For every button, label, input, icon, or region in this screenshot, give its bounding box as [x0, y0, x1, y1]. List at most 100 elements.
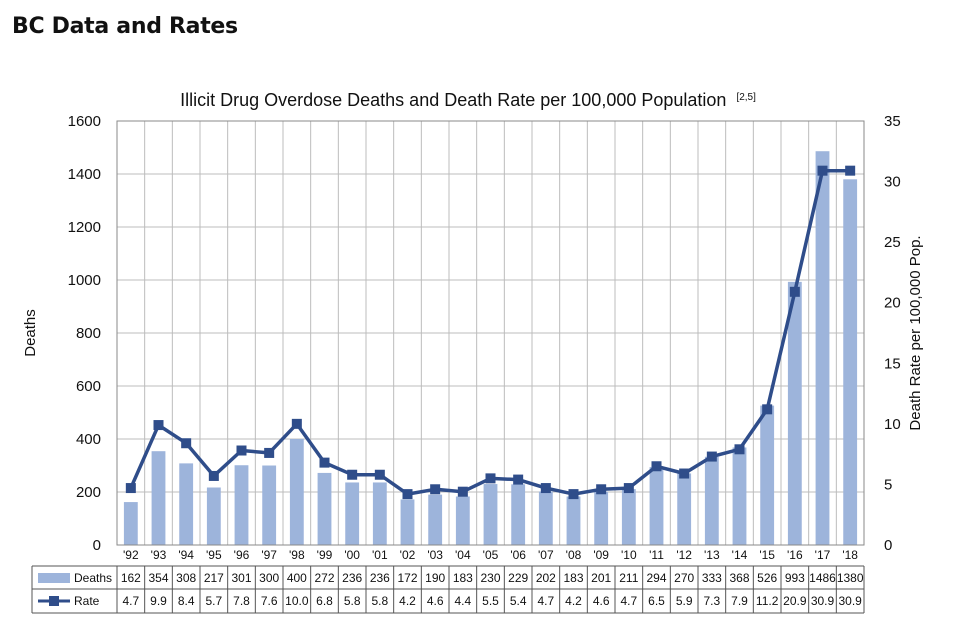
legend-label-rate: Rate	[74, 594, 100, 608]
table-cell-deaths: 526	[757, 571, 777, 585]
bar-deaths	[815, 151, 830, 545]
table-cell-rate: 7.9	[731, 594, 748, 608]
bar-deaths	[732, 447, 747, 545]
rate-marker	[679, 468, 690, 479]
table-cell-deaths: 183	[563, 571, 583, 585]
x-tick-label: '07	[538, 548, 554, 562]
bar-deaths	[234, 465, 249, 545]
x-tick-label: '09	[593, 548, 609, 562]
line-rate	[125, 165, 856, 500]
y-tick-right: 35	[884, 113, 901, 130]
y-tick-left: 1200	[68, 219, 101, 236]
y-tick-right: 25	[884, 234, 901, 251]
bar-deaths	[538, 491, 553, 545]
x-tick-label: '02	[400, 548, 416, 562]
bar-deaths	[483, 484, 498, 545]
bar-deaths	[704, 456, 719, 545]
table-cell-rate: 4.4	[454, 594, 471, 608]
rate-marker	[789, 286, 800, 297]
bar-deaths	[787, 281, 802, 545]
table-cell-deaths: 190	[425, 571, 445, 585]
table-cell-rate: 5.9	[676, 594, 693, 608]
bar-deaths	[455, 496, 470, 545]
bar-deaths	[400, 499, 415, 545]
table-cell-deaths: 211	[619, 571, 638, 585]
rate-marker	[374, 469, 385, 480]
table-cell-deaths: 993	[785, 571, 805, 585]
x-tick-label: '04	[455, 548, 471, 562]
bar-deaths	[621, 489, 636, 545]
table-cell-deaths: 217	[204, 571, 224, 585]
table-cell-rate: 4.7	[537, 594, 554, 608]
table-cell-rate: 7.3	[703, 594, 720, 608]
rate-marker	[651, 461, 662, 472]
x-tick-label: '95	[206, 548, 222, 562]
y-tick-left: 1600	[68, 113, 101, 130]
x-tick-label: '06	[510, 548, 526, 562]
bar-deaths	[594, 491, 609, 545]
table-cell-deaths: 236	[342, 571, 362, 585]
page-heading: BC Data and Rates	[12, 14, 238, 39]
bar-deaths	[843, 179, 858, 546]
chart-title: Illicit Drug Overdose Deaths and Death R…	[180, 90, 756, 110]
bar-deaths	[566, 496, 581, 545]
bars-deaths	[123, 151, 858, 546]
table-cell-deaths: 230	[480, 571, 500, 585]
table-cell-rate: 30.9	[838, 594, 862, 608]
table-cell-deaths: 270	[674, 571, 694, 585]
table-cell-rate: 7.8	[233, 594, 250, 608]
table-cell-rate: 9.9	[150, 594, 167, 608]
rate-marker	[817, 165, 828, 176]
table-cell-deaths: 308	[176, 571, 196, 585]
table-cell-rate: 4.7	[122, 594, 139, 608]
y-tick-right: 20	[884, 295, 901, 312]
rate-marker	[513, 474, 524, 485]
bar-deaths	[677, 473, 692, 545]
table-cell-deaths: 172	[397, 571, 417, 585]
x-tick-label: '00	[344, 548, 360, 562]
y-tick-left: 600	[76, 378, 101, 395]
y-tick-right: 15	[884, 355, 901, 372]
x-tick-label: '11	[649, 548, 664, 562]
bar-deaths	[151, 451, 166, 545]
y-axis-label-left: Deaths	[22, 309, 39, 357]
x-tick-label: '05	[483, 548, 499, 562]
x-tick-label: '15	[759, 548, 775, 562]
plot-frame	[116, 120, 865, 546]
y-tick-left: 400	[76, 431, 101, 448]
x-tick-label: '98	[289, 548, 305, 562]
table-cell-rate: 4.2	[399, 594, 416, 608]
table-cell-rate: 7.6	[261, 594, 278, 608]
x-tick-label: '18	[842, 548, 858, 562]
x-tick-label: '10	[621, 548, 637, 562]
table-cell-rate: 4.7	[620, 594, 637, 608]
table-cell-deaths: 301	[231, 571, 251, 585]
table-cell-rate: 6.8	[316, 594, 333, 608]
legend-marker-rate	[49, 596, 59, 606]
rate-marker	[319, 457, 330, 468]
rate-marker	[264, 447, 275, 458]
rate-marker	[291, 418, 302, 429]
rate-marker	[485, 473, 496, 484]
y-tick-right: 0	[884, 537, 892, 554]
table-cell-rate: 5.8	[371, 594, 388, 608]
rate-marker	[236, 445, 247, 456]
rate-marker	[347, 469, 358, 480]
bar-deaths	[317, 472, 332, 545]
bar-deaths	[428, 494, 443, 545]
table-cell-rate: 20.9	[783, 594, 807, 608]
x-tick-label: '92	[123, 548, 139, 562]
table-cell-deaths: 300	[259, 571, 279, 585]
rate-marker	[153, 420, 164, 431]
x-tick-label: '01	[372, 548, 388, 562]
table-cell-deaths: 294	[646, 571, 666, 585]
table-cell-deaths: 272	[314, 571, 334, 585]
rate-marker	[734, 444, 745, 455]
x-tick-label: '13	[704, 548, 720, 562]
axes: 0 200 400 600 800 1000 1200 1400 1600 0 5 10 15 20 25 3…	[68, 113, 901, 554]
rate-marker	[430, 484, 441, 495]
table-cell-rate: 11.2	[756, 594, 779, 608]
table-cell-deaths: 229	[508, 571, 528, 585]
table-cell-deaths: 183	[453, 571, 473, 585]
